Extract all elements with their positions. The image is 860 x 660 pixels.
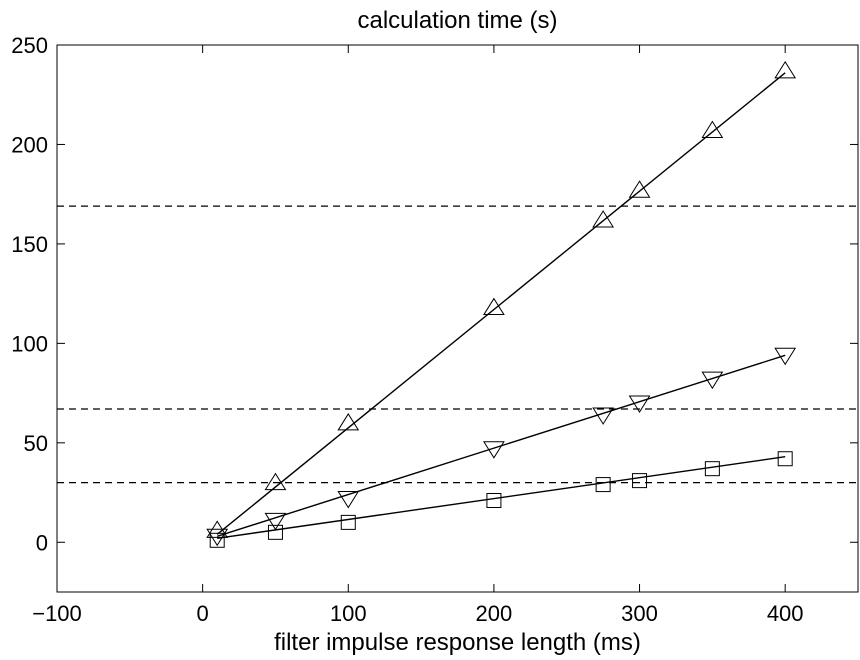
data-point-triangle-up: [337, 412, 360, 431]
data-point-square: [267, 524, 283, 540]
data-point-triangle-down: [628, 395, 651, 413]
series-triangle-down: [206, 347, 797, 547]
x-tick-label: 100: [330, 601, 367, 626]
x-tick-label: 400: [767, 601, 804, 626]
series-layer: [206, 60, 797, 548]
reference-lines: [57, 205, 858, 484]
data-point-triangle-up: [701, 120, 724, 139]
x-axis-label: filter impulse response length (ms): [274, 629, 641, 656]
data-point-triangle-up: [592, 210, 615, 228]
series-line: [216, 72, 786, 535]
data-point-triangle-down: [592, 407, 615, 425]
data-point-square: [209, 532, 225, 548]
x-tick-label: −100: [32, 601, 82, 626]
axis-ticks: −100 0 100 200 300 400 0 50 100 150 200 250: [11, 33, 858, 626]
y-tick-label: 150: [11, 232, 48, 257]
y-tick-label: 100: [11, 331, 48, 356]
plot-area: [56, 44, 859, 593]
data-point-square: [777, 451, 793, 467]
y-tick-label: 200: [11, 132, 48, 157]
data-point-triangle-up: [483, 297, 505, 316]
data-point-square: [595, 477, 611, 493]
y-tick-label: 0: [36, 530, 48, 555]
data-point-triangle-up: [628, 180, 651, 198]
x-tick-label: 0: [197, 601, 209, 626]
data-point-triangle-down: [483, 441, 505, 459]
x-tick-label: 200: [476, 601, 513, 626]
data-point-triangle-down: [264, 512, 287, 531]
data-point-square: [632, 473, 648, 489]
data-point-triangle-up: [774, 60, 797, 79]
chart-title: calculation time (s): [357, 7, 557, 34]
series-triangle-up: [206, 60, 797, 538]
data-point-square: [340, 514, 356, 530]
data-point-triangle-down: [701, 371, 724, 390]
y-tick-label: 50: [24, 431, 48, 456]
series-square: [209, 451, 793, 548]
x-tick-label: 300: [621, 601, 658, 626]
y-tick-label: 250: [11, 33, 48, 58]
data-point-square: [486, 493, 502, 509]
data-point-triangle-up: [264, 472, 287, 491]
data-point-triangle-down: [337, 491, 360, 509]
data-point-triangle-down: [774, 347, 797, 366]
data-point-square: [704, 461, 720, 477]
